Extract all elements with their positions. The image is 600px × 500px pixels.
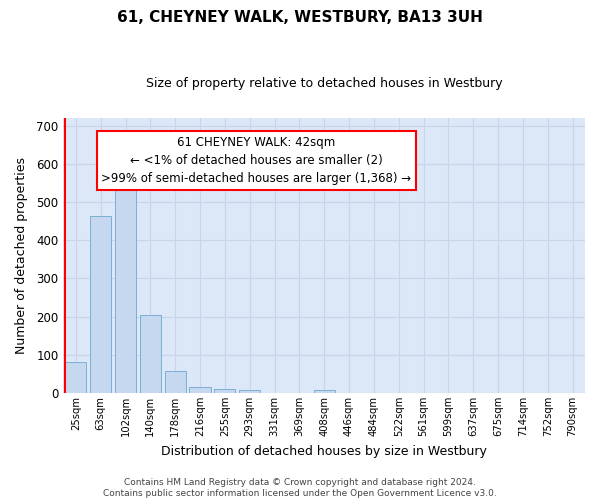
Bar (140, 315, 161, 393)
Text: 61, CHEYNEY WALK, WESTBURY, BA13 3UH: 61, CHEYNEY WALK, WESTBURY, BA13 3UH (117, 10, 483, 25)
Text: Contains HM Land Registry data © Crown copyright and database right 2024.
Contai: Contains HM Land Registry data © Crown c… (103, 478, 497, 498)
X-axis label: Distribution of detached houses by size in Westbury: Distribution of detached houses by size … (161, 444, 487, 458)
Bar (115, 183, 136, 393)
Bar (314, 390, 335, 393)
Title: Size of property relative to detached houses in Westbury: Size of property relative to detached ho… (146, 78, 503, 90)
Bar (190, 388, 211, 393)
Bar (214, 389, 235, 393)
Bar (164, 371, 186, 393)
Bar (90, 216, 111, 393)
Bar (239, 390, 260, 393)
Bar (65, 362, 86, 393)
Text: 61 CHEYNEY WALK: 42sqm
← <1% of detached houses are smaller (2)
>99% of semi-det: 61 CHEYNEY WALK: 42sqm ← <1% of detached… (101, 136, 412, 185)
Y-axis label: Number of detached properties: Number of detached properties (15, 157, 28, 354)
